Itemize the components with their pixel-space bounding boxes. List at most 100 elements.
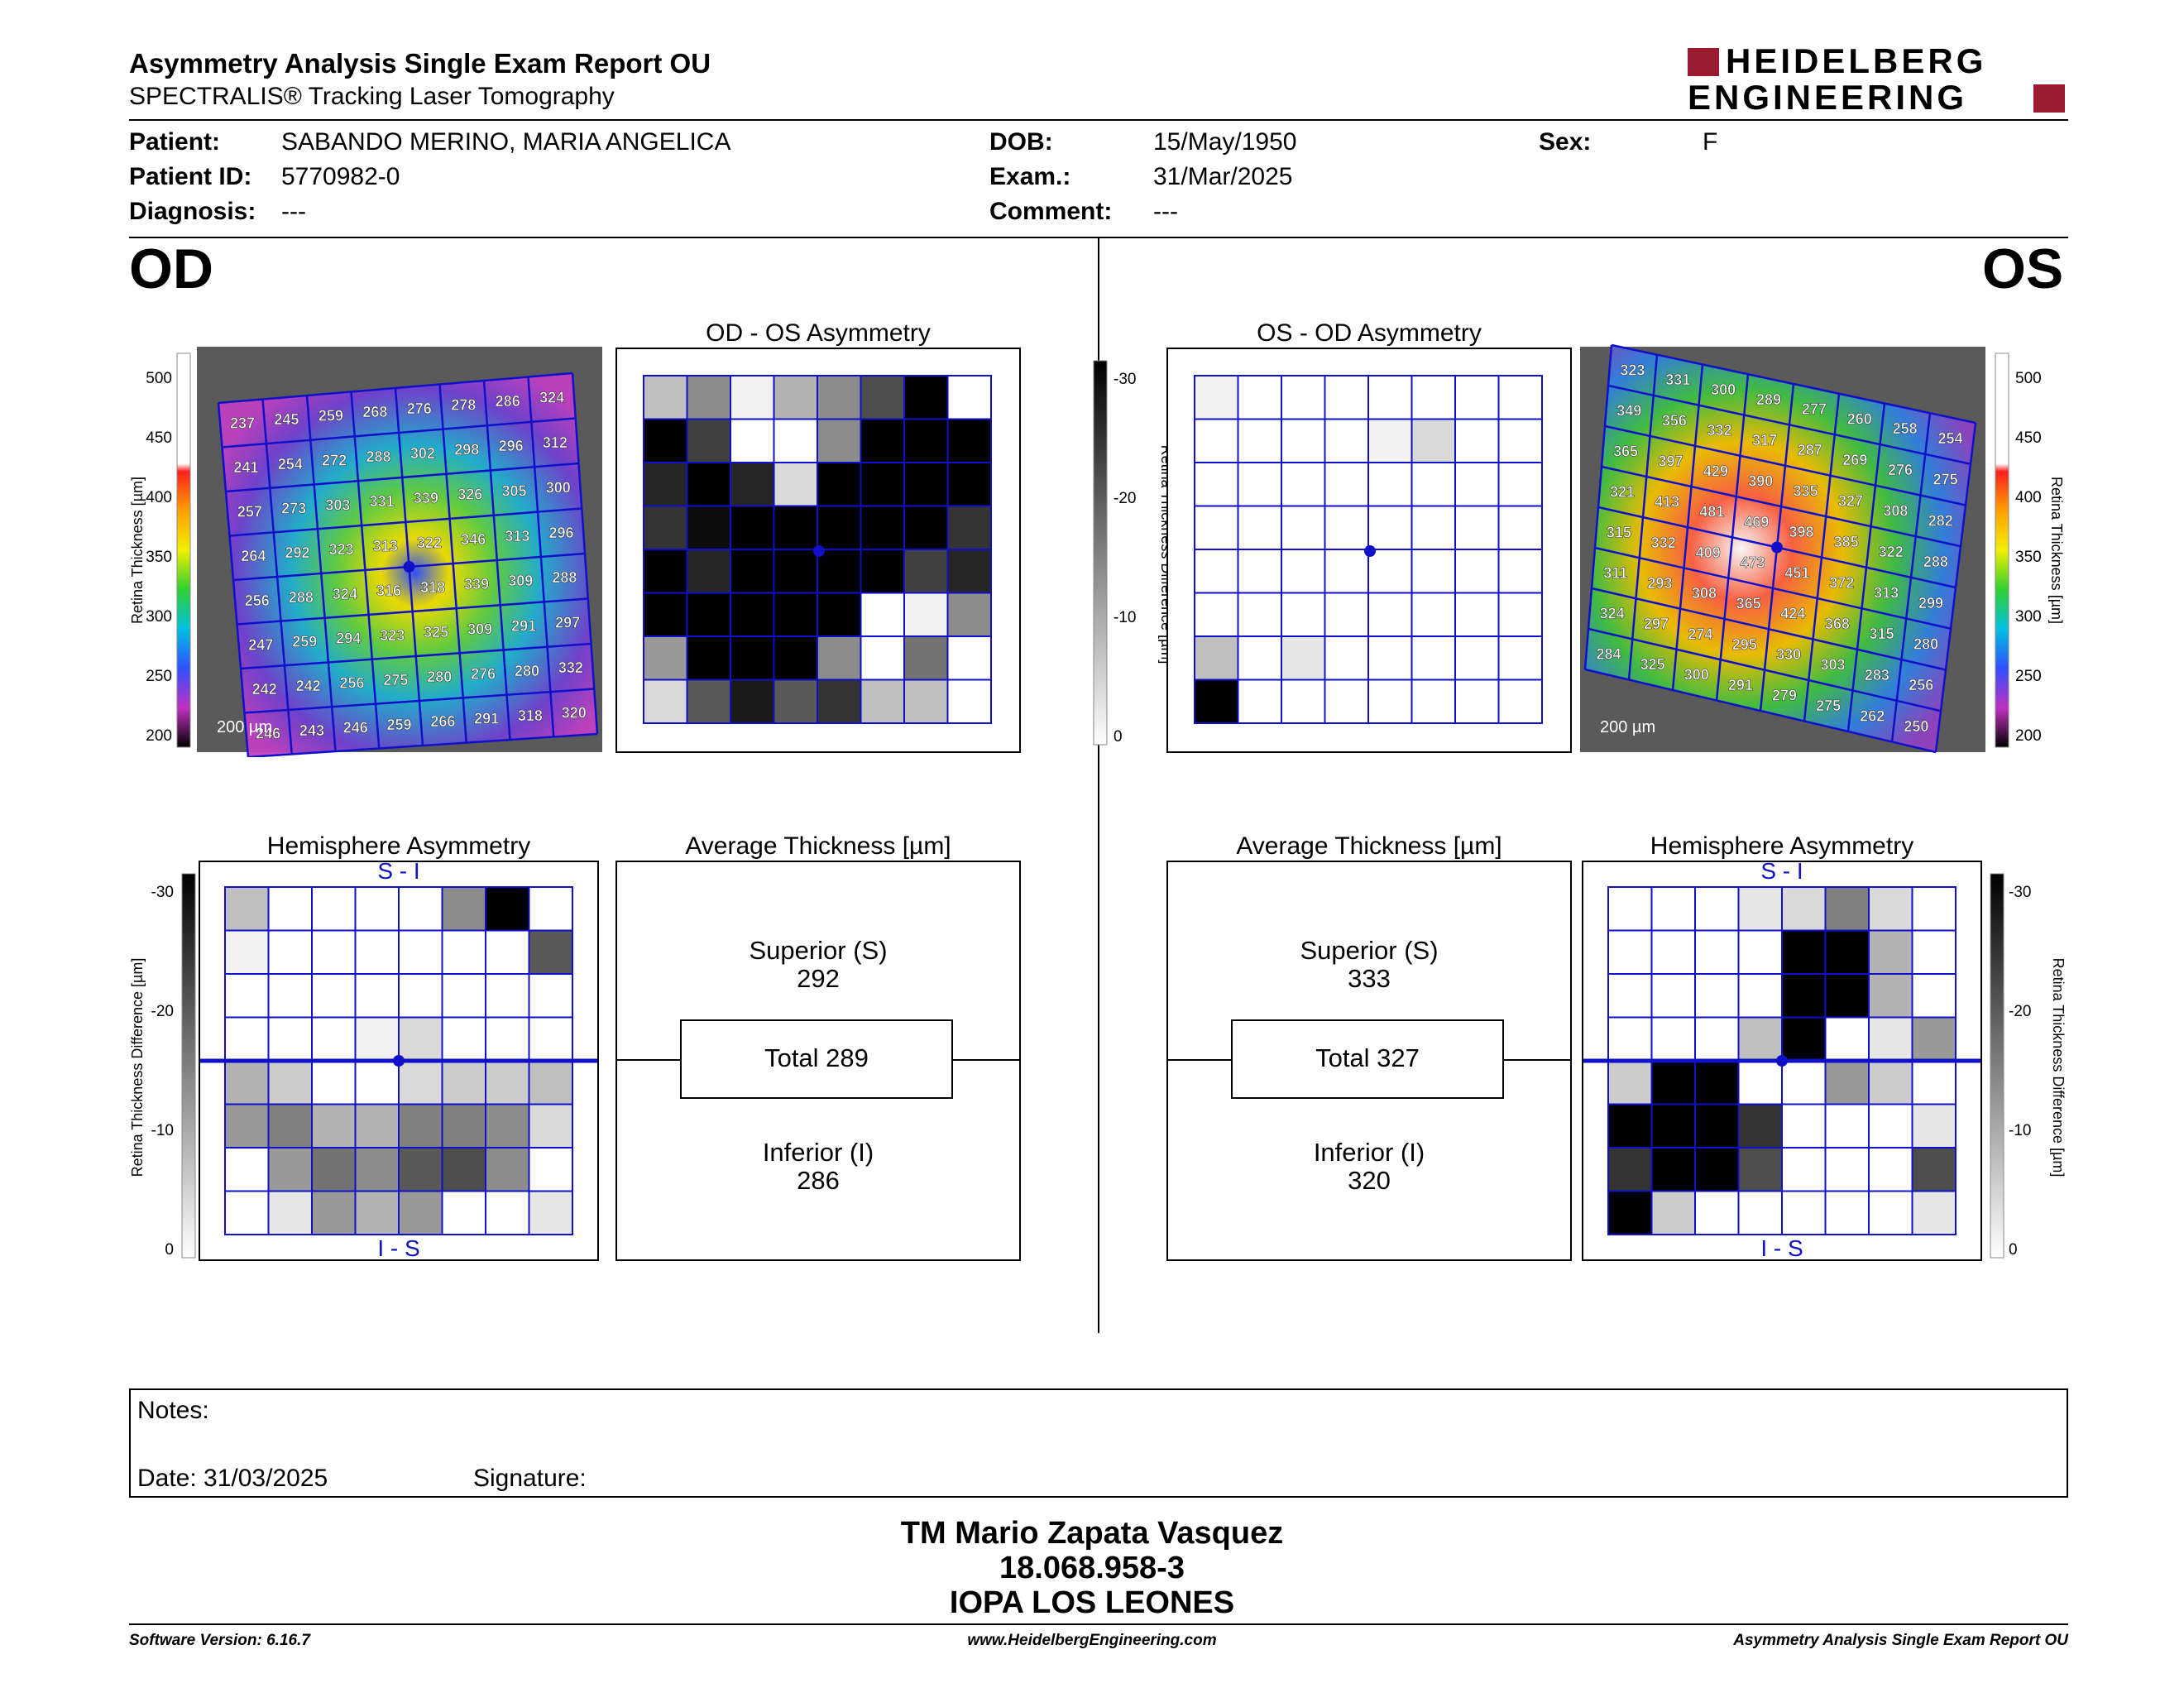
grid-cell — [1281, 592, 1326, 637]
thickness-value: 318 — [420, 579, 445, 596]
thickness-value: 356 — [1662, 412, 1687, 429]
od-asym-title: OD - OS Asymmetry — [706, 319, 931, 347]
grid-cell — [1694, 973, 1740, 1019]
grid-cell — [1607, 1103, 1653, 1149]
grid-cell — [1694, 886, 1740, 932]
od-fovea-marker — [813, 545, 825, 557]
thickness-value: 398 — [1789, 524, 1814, 540]
grid-cell — [1497, 462, 1543, 507]
notes-label: Notes: — [137, 1397, 209, 1424]
od-total-box: Total 289 — [680, 1019, 953, 1099]
thickness-value: 305 — [501, 483, 526, 500]
footer-software: Software Version: 6.16.7 — [129, 1632, 310, 1649]
thickness-value: 264 — [241, 548, 266, 564]
grid-cell — [1497, 635, 1543, 681]
grid-cell — [354, 1103, 400, 1149]
grid-cell — [1281, 549, 1326, 594]
grid-cell — [1650, 929, 1696, 975]
grid-cell — [485, 886, 530, 932]
grid-cell — [817, 635, 862, 681]
grid-cell — [860, 418, 905, 463]
grid-cell — [686, 375, 731, 420]
od-hemi-top-label: S - I — [377, 862, 419, 884]
grid-cell — [398, 886, 443, 932]
grid-cell — [267, 886, 313, 932]
grid-cell — [860, 505, 905, 550]
diff-tick: 0 — [1114, 728, 1123, 746]
os-avg-title: Average Thickness [µm] — [1236, 832, 1502, 860]
patient-label: Patient: — [129, 128, 221, 156]
thickness-value: 316 — [376, 583, 401, 599]
grid-cell — [1454, 375, 1500, 420]
thickness-value: 324 — [1600, 606, 1625, 622]
grid-cell — [528, 1147, 573, 1192]
od-hemi-axis-label: Retina Thickness Difference [µm] — [129, 958, 146, 1177]
grid-cell — [946, 635, 992, 681]
grid-cell — [441, 1103, 486, 1149]
thickness-value: 300 — [1684, 667, 1709, 683]
grid-cell — [1324, 505, 1369, 550]
grid-cell — [398, 1190, 443, 1235]
grid-cell — [1281, 462, 1326, 507]
thickness-value: 242 — [296, 678, 321, 694]
report-title: Asymmetry Analysis Single Exam Report OU — [129, 48, 711, 79]
grid-cell — [1781, 973, 1827, 1019]
thickness-value: 280 — [1913, 635, 1938, 652]
thickness-value: 303 — [1821, 656, 1846, 673]
grid-cell — [903, 635, 949, 681]
thickness-value: 288 — [289, 589, 314, 606]
grid-cell — [1497, 505, 1543, 550]
od-avg-title: Average Thickness [µm] — [685, 832, 951, 860]
thickness-value: 308 — [1883, 502, 1908, 519]
grid-cell — [311, 1147, 357, 1192]
thickness-value: 339 — [464, 576, 489, 592]
thickness-value: 390 — [1748, 472, 1773, 489]
grid-cell — [485, 1190, 530, 1235]
grid-cell — [1650, 1016, 1696, 1062]
thickness-value: 293 — [1647, 575, 1672, 592]
grid-cell — [1781, 1103, 1827, 1149]
od-thickness-axis-label: Retina Thickness [µm] — [129, 477, 146, 624]
grid-cell — [354, 1060, 400, 1105]
grid-cell — [267, 929, 313, 975]
diff-tick: -10 — [1114, 609, 1136, 626]
grid-cell — [441, 886, 486, 932]
grid-cell — [1824, 1016, 1870, 1062]
grid-cell — [1281, 375, 1326, 420]
grid-cell — [311, 1060, 357, 1105]
grid-cell — [1367, 462, 1413, 507]
grid-cell — [1324, 679, 1369, 724]
grid-cell — [1194, 592, 1239, 637]
grid-cell — [267, 1147, 313, 1192]
grid-cell — [1410, 592, 1456, 637]
thickness-value: 280 — [515, 663, 539, 679]
thickness-value: 429 — [1703, 463, 1728, 479]
grid-cell — [311, 1190, 357, 1235]
grid-cell — [1237, 462, 1282, 507]
grid-cell — [730, 462, 775, 507]
grid-cell — [1367, 679, 1413, 724]
od-inferior-value: 286 — [797, 1166, 840, 1195]
thickness-value: 315 — [1870, 626, 1894, 642]
grid-cell — [903, 549, 949, 594]
grid-cell — [686, 679, 731, 724]
thickness-value: 288 — [366, 448, 390, 465]
grid-cell — [903, 679, 949, 724]
thickness-value: 284 — [1597, 646, 1621, 663]
grid-cell — [643, 462, 688, 507]
grid-cell — [1194, 418, 1239, 463]
grid-cell — [1911, 1103, 1956, 1149]
thickness-value: 327 — [1838, 492, 1863, 509]
grid-cell — [1607, 1190, 1653, 1235]
diff-tick: 0 — [165, 1241, 174, 1259]
thickness-value: 297 — [555, 615, 580, 631]
grid-line — [244, 688, 595, 714]
grid-line — [1846, 403, 1886, 732]
signer-id: 18.068.958-3 — [999, 1551, 1185, 1585]
footer-website[interactable]: www.HeidelbergEngineering.com — [967, 1632, 1217, 1649]
os-inferior-label: Inferior (I) — [1313, 1138, 1425, 1167]
sex: F — [1703, 128, 1718, 156]
grid-cell — [267, 1190, 313, 1235]
grid-cell — [1824, 973, 1870, 1019]
thickness-value: 245 — [274, 411, 299, 428]
